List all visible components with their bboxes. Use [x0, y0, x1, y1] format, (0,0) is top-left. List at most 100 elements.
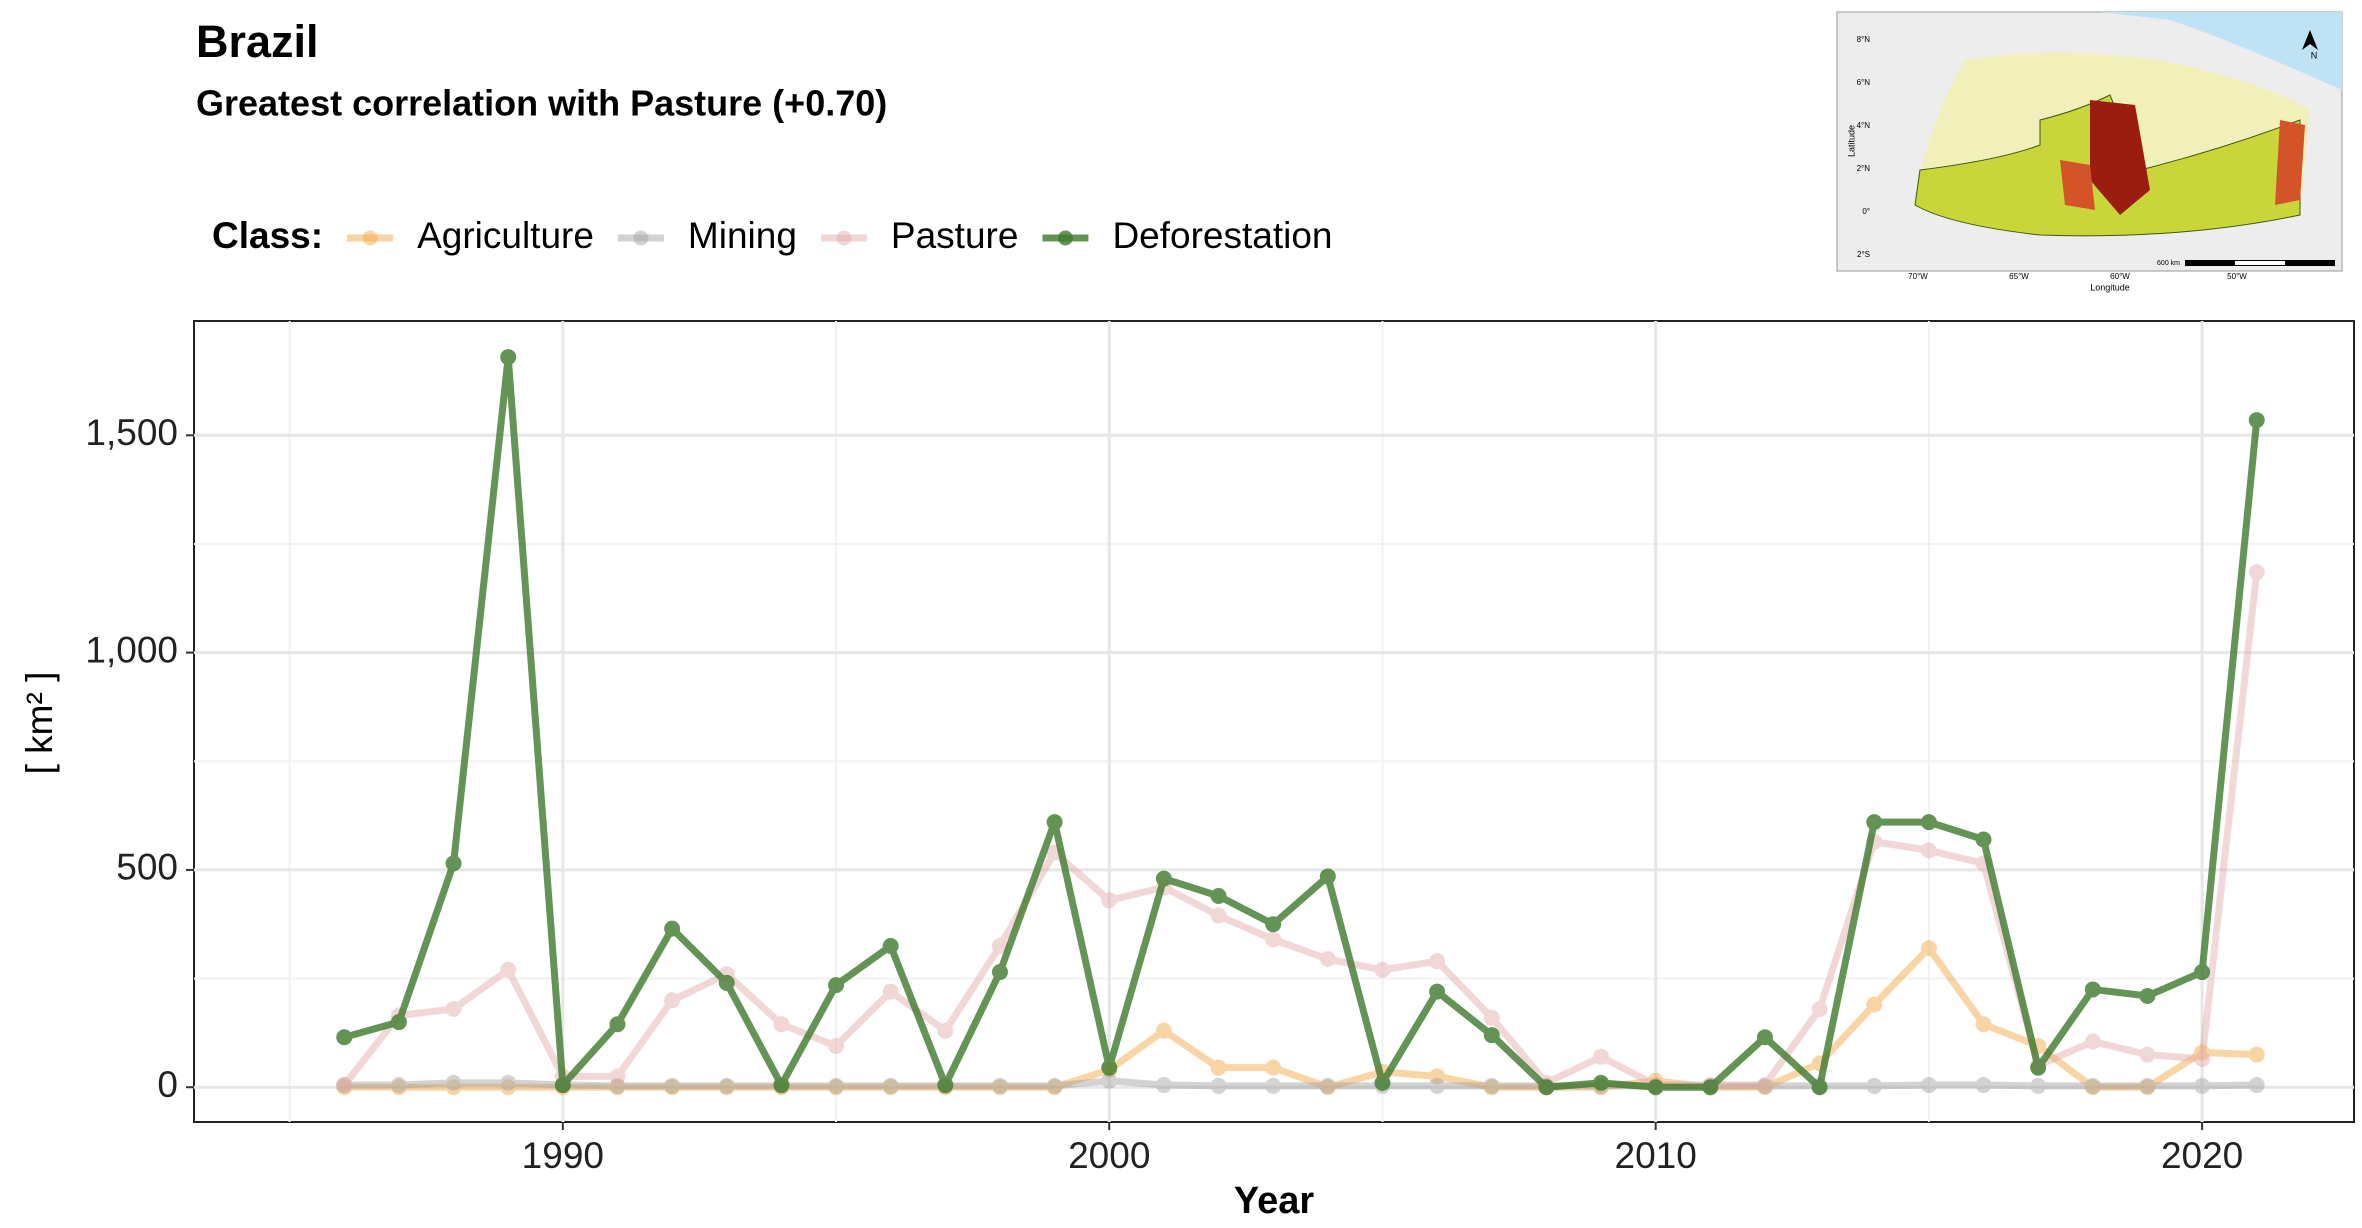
map-hotspot	[2275, 120, 2305, 205]
x-tick-label: 1990	[522, 1135, 604, 1176]
data-point	[1920, 1077, 1937, 1094]
north-arrow	[2302, 30, 2318, 50]
data-point	[1811, 1000, 1828, 1017]
legend-title: Class:	[212, 215, 323, 256]
data-point	[2194, 1077, 2211, 1094]
data-point	[1319, 868, 1336, 885]
data-point	[1593, 1048, 1610, 1065]
data-point	[1046, 1077, 1063, 1094]
data-point	[1374, 961, 1391, 978]
data-point	[2030, 1077, 2047, 1094]
map-x-label: 60°W	[2110, 272, 2130, 281]
data-point	[336, 1077, 353, 1094]
data-point	[336, 1029, 353, 1046]
data-point	[336, 1079, 353, 1096]
data-point	[2084, 1033, 2101, 1050]
data-point	[882, 937, 899, 954]
scale-bar	[2235, 261, 2285, 265]
data-point	[991, 1079, 1008, 1096]
data-point	[1265, 1059, 1282, 1076]
x-axis-title: Year	[1234, 1180, 1315, 1222]
data-point	[1155, 870, 1172, 887]
data-point	[1101, 1059, 1118, 1076]
series-line	[344, 1077, 2257, 1090]
data-point	[1210, 907, 1227, 924]
map-ocean	[2100, 12, 2342, 90]
data-point	[1265, 931, 1282, 948]
data-point	[1538, 1079, 1555, 1096]
data-point	[1101, 892, 1118, 909]
inset-map: 70°W 65°W 60°W 50°W 8°N 6°N 4°N 2°N 0° 2°S Longitu…	[1836, 11, 2343, 292]
data-point	[1483, 1027, 1500, 1044]
data-point	[2084, 981, 2101, 998]
data-point	[664, 1077, 681, 1094]
data-point	[2030, 1059, 2047, 1076]
data-point	[445, 1000, 462, 1017]
data-point	[500, 961, 517, 978]
data-point	[1429, 1077, 1446, 1094]
data-point	[2194, 1050, 2211, 1067]
y-tick-label: 1,500	[85, 412, 178, 453]
y-tick-label: 1,000	[85, 629, 178, 670]
chart-title: Brazil	[196, 16, 319, 67]
map-x-label: 65°W	[2009, 272, 2029, 281]
data-point	[1210, 1077, 1227, 1094]
data-point	[1920, 842, 1937, 859]
x-tick-label: 2020	[2161, 1135, 2243, 1176]
series-line	[344, 944, 2257, 1091]
data-point	[1374, 1074, 1391, 1091]
data-point	[1483, 1079, 1500, 1096]
data-point	[2248, 1077, 2265, 1094]
data-point	[390, 1079, 407, 1096]
data-point	[1319, 1077, 1336, 1094]
data-point	[1975, 831, 1992, 848]
data-point	[2139, 1046, 2156, 1063]
data-point	[882, 1077, 899, 1094]
legend-label: Pasture	[891, 215, 1019, 256]
data-point	[445, 1079, 462, 1096]
legend-item: Agriculture	[347, 215, 594, 256]
x-tick-label: 2000	[1068, 1135, 1150, 1176]
data-point	[2084, 1077, 2101, 1094]
data-point	[718, 1079, 735, 1096]
marks	[336, 349, 2265, 1096]
data-point	[609, 1016, 626, 1033]
series	[336, 349, 2265, 1096]
data-point	[718, 1077, 735, 1094]
map-y-label: 0°	[1862, 207, 1870, 216]
data-point	[2194, 1044, 2211, 1061]
data-point	[1756, 1029, 1773, 1046]
data-point	[664, 1079, 681, 1096]
map-north: N	[2311, 50, 2318, 60]
legend-key-point	[633, 230, 649, 246]
data-point	[445, 855, 462, 872]
data-point	[1155, 1022, 1172, 1039]
data-point	[1866, 814, 1883, 831]
data-point	[2248, 564, 2265, 581]
data-point	[390, 1014, 407, 1031]
data-point	[1265, 1077, 1282, 1094]
data-point	[991, 1077, 1008, 1094]
legend-label: Agriculture	[417, 215, 594, 256]
data-point	[1319, 951, 1336, 968]
legend-item: Mining	[617, 215, 797, 256]
map-hotspot	[2090, 100, 2150, 215]
data-point	[1920, 814, 1937, 831]
data-point	[664, 992, 681, 1009]
data-point	[937, 1077, 954, 1094]
data-point	[1975, 1077, 1992, 1094]
legend-item: Pasture	[820, 215, 1019, 256]
data-point	[1429, 983, 1446, 1000]
map-x-label: 70°W	[1908, 272, 1928, 281]
data-point	[1593, 1074, 1610, 1091]
data-point	[1647, 1079, 1664, 1096]
data-point	[1975, 1016, 1992, 1033]
data-point	[2248, 412, 2265, 429]
data-point	[773, 1016, 790, 1033]
data-point	[828, 1077, 845, 1094]
data-point	[500, 349, 517, 366]
map-y-title: Latitude	[1846, 125, 1856, 157]
map-y-label: 2°S	[1857, 250, 1870, 259]
data-point	[1866, 996, 1883, 1013]
